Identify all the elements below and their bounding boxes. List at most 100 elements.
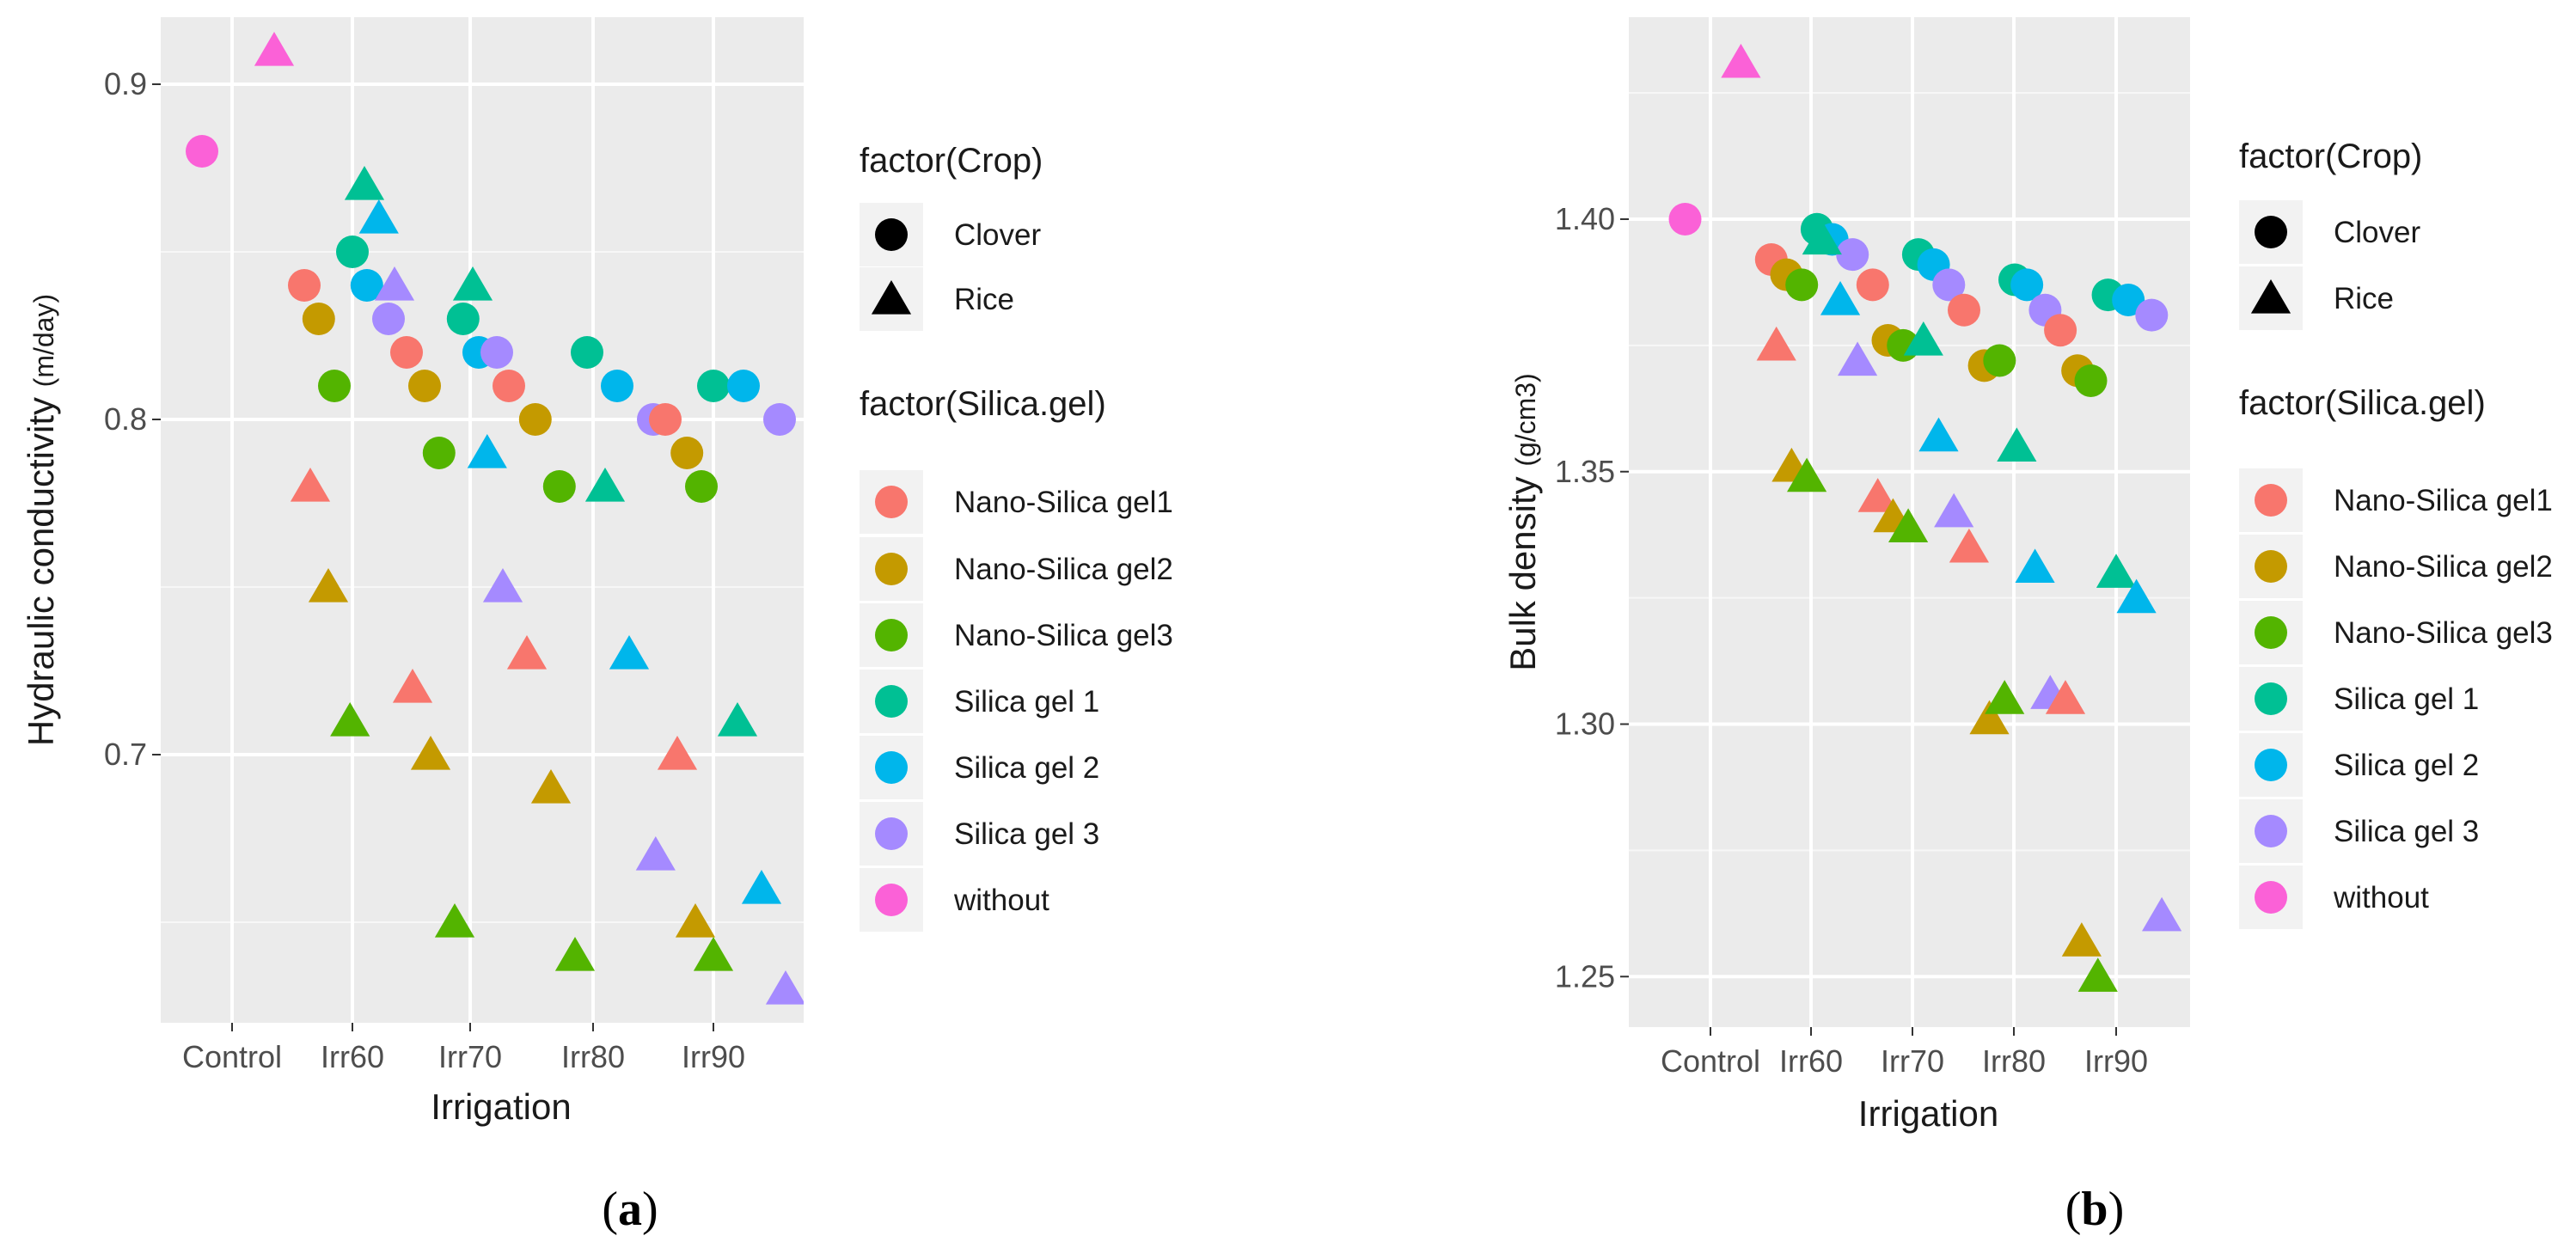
data-point (446, 303, 480, 335)
legend-silica-swatch (2255, 550, 2287, 583)
data-point (518, 403, 552, 436)
data-point (2074, 364, 2108, 397)
chart-panel-b: 1.25 1.30 1.35 1.40 Control Irr60 Irr70 Irr80 Ir… (1502, 17, 2553, 1236)
data-point (1721, 43, 1761, 78)
data-point (308, 568, 349, 603)
data-point (1983, 344, 2016, 377)
data-point (765, 970, 804, 1005)
x-axis-title: Irrigation (1858, 1093, 1998, 1134)
data-point (1856, 268, 1889, 302)
data-point (2015, 548, 2055, 583)
data-point (1997, 427, 2037, 462)
panel-caption-paren-open: ( (602, 1183, 618, 1236)
data-point (741, 870, 782, 904)
legend-silica-swatch (875, 685, 908, 718)
plot-panel-background (161, 17, 804, 1023)
x-tick-label: Irr90 (2084, 1043, 2148, 1079)
legend-silica-label: Nano-Silica gel3 (954, 619, 1173, 652)
x-tick-label: Control (182, 1039, 282, 1074)
data-point (318, 370, 351, 402)
data-point (1820, 281, 1861, 315)
data-point (1836, 238, 1869, 272)
data-point (763, 403, 796, 436)
legend-silica-swatch (875, 751, 908, 784)
y-axis-title-text: Hydraulic conductivity (21, 387, 61, 746)
data-point (1888, 508, 1929, 542)
data-point (1802, 220, 1842, 255)
legend-crop-label: Rice (954, 283, 1014, 316)
data-point (1969, 700, 2010, 735)
data-point (344, 166, 385, 200)
data-point (374, 266, 415, 301)
legend-crop-label: Rice (2334, 282, 2394, 315)
legend-silica-label: Silica gel 3 (2334, 815, 2479, 848)
legend-silica-swatch (2255, 881, 2287, 914)
legend-crop-title: factor(Crop) (2239, 138, 2422, 175)
data-point (1838, 341, 1878, 376)
data-point (408, 370, 441, 402)
data-point (1934, 492, 1974, 528)
data-point (554, 937, 596, 971)
legend-silica-label: Silica gel 2 (954, 751, 1099, 785)
x-tick-label: Control (1661, 1043, 1760, 1079)
x-tick-label: Irr70 (1881, 1043, 1944, 1079)
data-point (1985, 680, 2025, 714)
data-point (390, 336, 423, 369)
data-point (410, 736, 451, 770)
y-axis-title-unit: (g/cm3) (1510, 373, 1541, 466)
legend-silica-label: Nano-Silica gel1 (954, 486, 1173, 519)
data-point (358, 199, 399, 234)
data-point (254, 32, 295, 66)
x-tick-label: Irr70 (438, 1039, 502, 1074)
data-point (482, 568, 523, 603)
legend-silica-swatch (2255, 682, 2287, 715)
data-point (480, 336, 513, 369)
data-points (1668, 43, 2182, 992)
y-tick-label: 1.40 (1555, 201, 1615, 236)
data-point (675, 903, 716, 938)
legend-silica-label: Silica gel 1 (954, 685, 1099, 719)
legend-silica-swatch (875, 553, 908, 585)
data-point (290, 468, 331, 502)
data-point (372, 303, 405, 335)
data-point (1668, 203, 1702, 236)
legend-silica-label: Silica gel 3 (954, 817, 1099, 851)
data-point (1787, 457, 1827, 492)
panel-caption-paren-close: ) (2108, 1183, 2125, 1236)
data-point (685, 470, 718, 503)
x-tick-label: Irr60 (1779, 1043, 1843, 1079)
legend-silica-label: without (2333, 881, 2429, 915)
data-point (2077, 957, 2118, 992)
legend-silica-swatch (875, 486, 908, 518)
y-tick-label: 0.8 (104, 401, 147, 437)
legend-silica-label: Silica gel 2 (2334, 749, 2479, 782)
data-point (336, 236, 369, 268)
legend-silica-label: Silica gel 1 (2334, 682, 2479, 716)
panel-caption: (a) (602, 1183, 658, 1236)
legend-silica-swatch (875, 619, 908, 651)
data-point (2096, 554, 2137, 588)
data-point (506, 635, 548, 670)
y-tick-label: 1.30 (1555, 707, 1615, 742)
legend-crop-marker-rice (2250, 279, 2291, 314)
panel-caption-letter: b (2081, 1183, 2108, 1236)
legend-crop-title: factor(Crop) (860, 142, 1043, 180)
y-axis-title-text: Bulk density (1502, 467, 1543, 671)
legend-silica-label: Nano-Silica gel1 (2334, 484, 2553, 517)
data-point (392, 669, 433, 703)
legend-silica-swatch (2255, 484, 2287, 517)
legend-crop-marker-clover (875, 218, 908, 251)
legend-crop-label: Clover (2334, 216, 2420, 249)
data-point (467, 434, 507, 468)
legend: factor(Crop) Clover Rice factor(Silica.gel)… (2239, 138, 2553, 929)
x-axis-title: Irrigation (431, 1086, 571, 1127)
data-point (571, 336, 603, 369)
data-point (1932, 268, 1966, 302)
panel-caption-paren-open: ( (2065, 1183, 2082, 1236)
data-point (302, 303, 335, 335)
y-axis-title: Hydraulic conductivity (m/day) (21, 294, 61, 746)
data-point (649, 403, 682, 436)
data-point (2112, 284, 2145, 316)
x-tick-label: Irr80 (561, 1039, 625, 1074)
